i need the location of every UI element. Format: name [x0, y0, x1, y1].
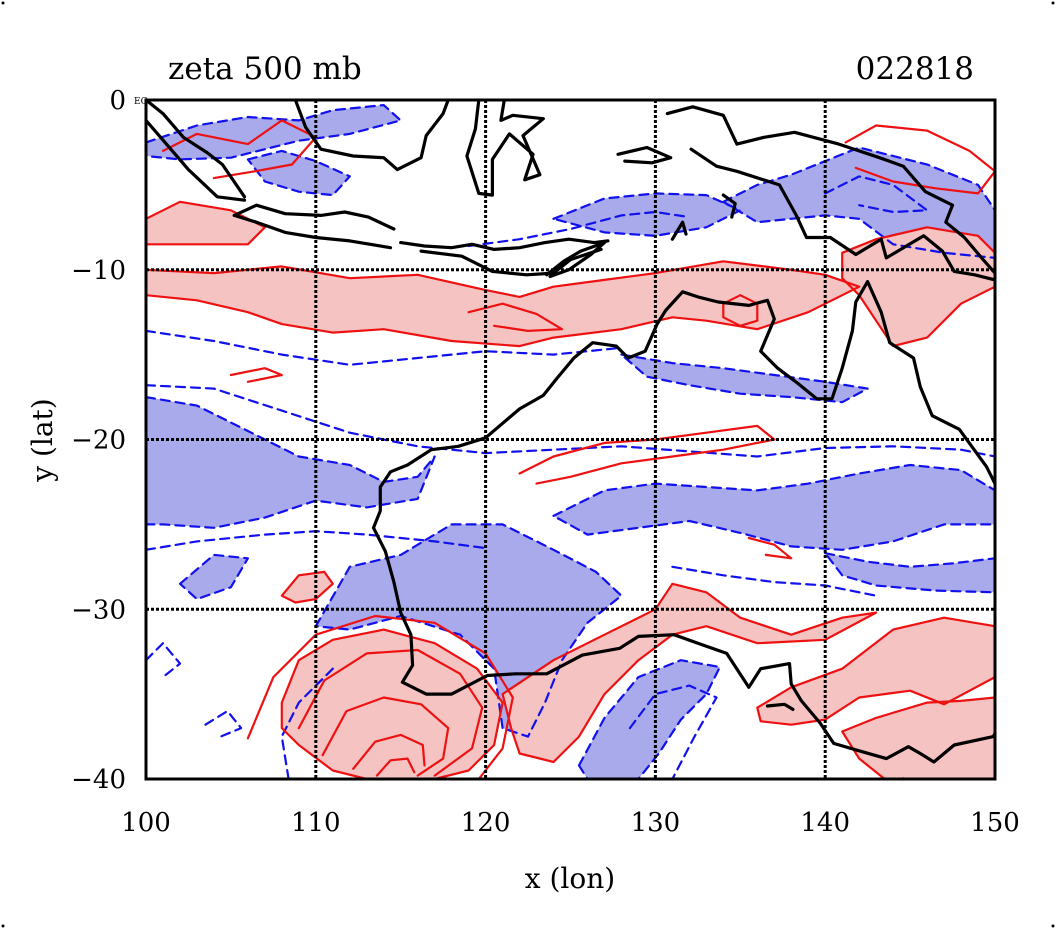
positive-contour-line: [229, 367, 283, 383]
coastline-java: [232, 203, 396, 231]
negative-contour-line: [246, 149, 351, 197]
coastline-borneo: [293, 100, 450, 172]
y-tick-label: −30: [71, 595, 126, 625]
positive-contour-line: [161, 119, 317, 180]
negative-contour-line: [552, 463, 995, 551]
positive-contour-line: [321, 696, 450, 777]
positive-fill-region: [146, 201, 265, 245]
x-tick-label: 150: [970, 808, 1020, 838]
negative-fill-region: [553, 193, 741, 236]
positive-vorticity-contours: [146, 119, 995, 779]
x-tick-label: 120: [461, 808, 511, 838]
positive-contour-line: [146, 200, 266, 246]
negative-contour-line: [146, 329, 623, 366]
positive-fill-region: [842, 227, 995, 347]
coastline-aru: [721, 193, 737, 219]
x-tick-label: 140: [800, 808, 850, 838]
positive-fill-region: [842, 697, 995, 779]
coastline-sulawesi: [465, 100, 545, 197]
y-tick-label: 0: [109, 86, 126, 116]
corner-note: EC: [134, 97, 148, 107]
positive-contour-line: [722, 294, 759, 327]
positive-contour-line: [297, 648, 484, 777]
negative-contour-line: [552, 192, 742, 237]
y-tick-labels: −40 −30 −20 −10 0: [71, 86, 126, 795]
negative-contour-line: [628, 684, 718, 779]
y-axis-label: y (lat): [26, 398, 59, 482]
x-tick-labels: 100 110 120 130 140 150: [121, 808, 1020, 838]
negative-vorticity-fills: [146, 105, 995, 779]
negative-fill-region: [553, 465, 995, 550]
coastline-australia-west-south: [371, 436, 995, 764]
negative-contour-line: [824, 175, 929, 214]
negative-contour-line: [146, 104, 402, 161]
positive-contour-line: [518, 424, 776, 485]
coastline-australia-north-west: [484, 280, 995, 486]
run-label: 022818: [856, 51, 974, 87]
positive-contour-line: [841, 696, 995, 779]
negative-fill-region: [825, 553, 995, 593]
negative-contour-line: [620, 353, 869, 404]
coastlines: [146, 100, 995, 779]
corner-mark: [1051, 1, 1055, 5]
grid-lines: [146, 100, 995, 779]
negative-contour-line: [671, 565, 878, 597]
y-tick-label: −40: [71, 765, 126, 795]
x-tick-label: 100: [121, 808, 171, 838]
positive-contour-line: [756, 616, 995, 726]
x-tick-label: 130: [631, 808, 681, 838]
positive-contour-line: [375, 757, 416, 777]
corner-mark: [1, 1, 5, 5]
coastline-kangaroo: [765, 702, 795, 711]
negative-contour-line: [178, 553, 249, 601]
y-tick-label: −10: [71, 256, 126, 286]
positive-contour-line: [280, 570, 334, 604]
corner-mark: [1051, 924, 1055, 928]
positive-contour-line: [352, 733, 426, 770]
positive-fill-region: [502, 583, 877, 762]
negative-fill-region: [247, 150, 350, 196]
positive-contour-line: [501, 582, 878, 764]
corner-mark: [1, 924, 5, 928]
y-tick-label: −20: [71, 426, 126, 456]
chart-title: zeta 500 mb: [168, 51, 362, 87]
coastline-new-guinea-south: [689, 147, 995, 282]
negative-fill-region: [579, 660, 720, 779]
plot-area: [146, 100, 995, 779]
negative-contour-line: [314, 523, 623, 738]
negative-fill-region: [146, 105, 401, 160]
negative-vorticity-contours: [146, 104, 995, 779]
coastline-java-south: [232, 213, 393, 250]
positive-contour-line: [146, 260, 861, 348]
coastline-tasmania: [901, 777, 906, 779]
coastline-new-guinea: [665, 105, 995, 275]
negative-contour-line: [204, 710, 243, 738]
positive-contour-line: [844, 124, 995, 195]
positive-fill-region: [757, 617, 995, 725]
negative-fill-region: [180, 554, 248, 600]
positive-contour-line: [467, 302, 564, 332]
negative-contour-line: [146, 642, 182, 679]
negative-contour-line: [146, 396, 436, 529]
negative-contour-line: [722, 146, 995, 259]
negative-contour-line: [467, 210, 691, 248]
x-axis-label: x (lon): [525, 862, 615, 895]
coastline-seram: [616, 145, 673, 165]
positive-contour-line: [747, 536, 793, 560]
coastline-lesser-sunda: [399, 237, 610, 251]
negative-contour-line: [824, 552, 995, 594]
plot-frame: [144, 98, 997, 781]
coastline-sumatra: [146, 100, 247, 199]
positive-contour-line: [246, 614, 514, 779]
x-tick-label: 110: [291, 808, 341, 838]
coastline-tanimbar: [670, 220, 688, 241]
coastline-sumatra-west: [146, 118, 247, 202]
negative-fill-region: [146, 397, 435, 528]
coastline-lesser-sunda-south: [419, 247, 603, 277]
negative-contour-line: [577, 659, 721, 779]
positive-contour-line: [280, 628, 504, 779]
